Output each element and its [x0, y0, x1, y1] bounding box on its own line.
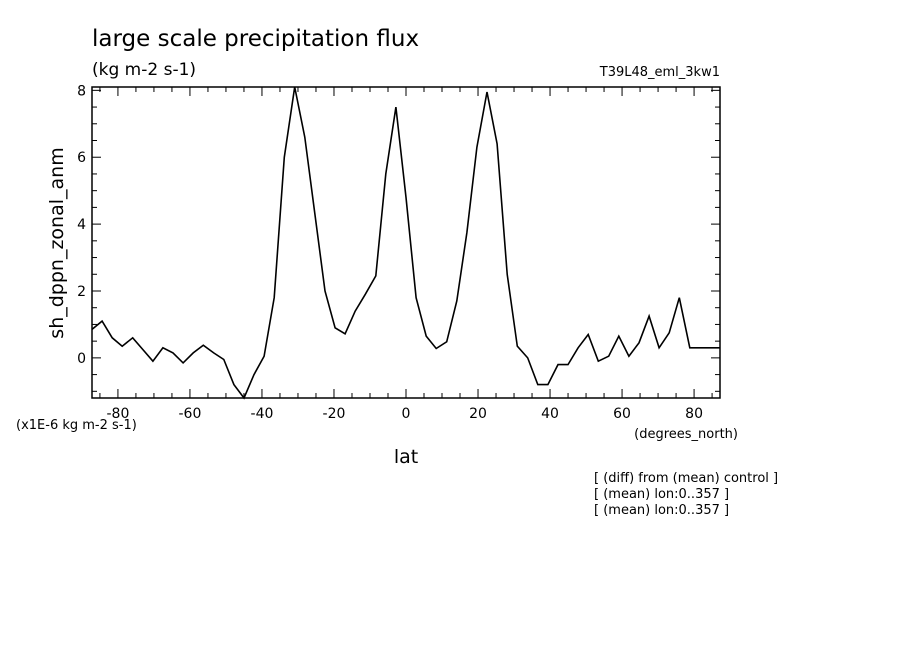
experiment-label: T39L48_eml_3kw1 — [599, 65, 720, 80]
y-tick-label: 8 — [77, 83, 86, 99]
x-tick-label: -80 — [106, 406, 129, 422]
series-line — [91, 86, 720, 400]
x-tick-label: -40 — [251, 406, 274, 422]
x-tick-label: 20 — [469, 406, 487, 422]
y-tick-label: 6 — [77, 150, 86, 166]
y-tick-label: 0 — [77, 351, 86, 367]
y-tick-label: 2 — [77, 284, 86, 300]
chart-units: (kg m-2 s-1) — [92, 60, 196, 80]
x-tick-label: 0 — [402, 406, 411, 422]
x-units: (degrees_north) — [634, 427, 738, 442]
y-tick-label: 4 — [77, 217, 86, 233]
x-tick-labels: -80 -60 -40 -20 0 20 40 60 80 — [106, 406, 702, 422]
y-scale-note: (x1E-6 kg m-2 s-1) — [16, 418, 137, 433]
y-tick-labels: 0 2 4 6 8 — [77, 83, 86, 367]
x-tick-label: -20 — [323, 406, 346, 422]
y-axis-label: sh_dppn_zonal_anm — [46, 147, 68, 338]
tick-marks — [92, 87, 720, 398]
x-tick-label: 80 — [685, 406, 703, 422]
annotation-diff: [ (diff) from (mean) control ] — [594, 471, 778, 486]
annotation-mean-lon-1: [ (mean) lon:0..357 ] — [594, 487, 729, 502]
x-tick-label: -60 — [179, 406, 202, 422]
chart-title: large scale precipitation flux — [92, 26, 419, 52]
x-tick-label: 40 — [541, 406, 559, 422]
annotation-mean-lon-2: [ (mean) lon:0..357 ] — [594, 503, 729, 518]
x-axis-label: lat — [394, 446, 418, 468]
x-tick-label: 60 — [613, 406, 631, 422]
